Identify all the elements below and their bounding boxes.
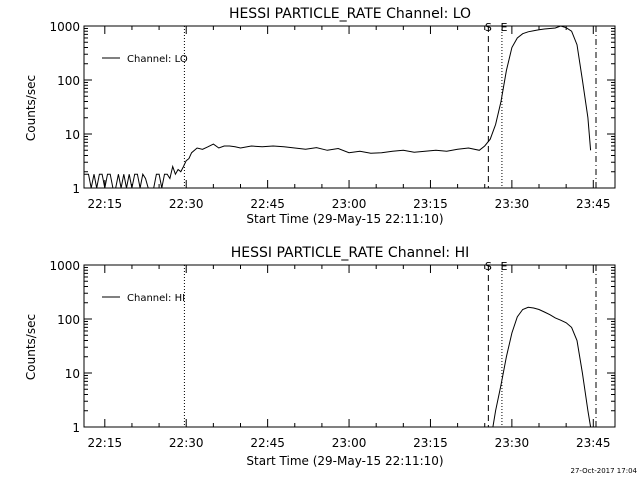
y-axis-label: Counts/sec <box>24 75 38 141</box>
x-tick-label: 22:45 <box>250 436 285 450</box>
lo-channel-panel: HESSI PARTICLE_RATE Channel: LO 1 10 100 10… <box>24 6 616 226</box>
chart-title: HESSI PARTICLE_RATE Channel: HI <box>231 245 469 261</box>
x-tick-label: 22:30 <box>169 197 204 211</box>
x-tick-label: 23:45 <box>576 197 611 211</box>
y-tick-label: 100 <box>57 313 80 327</box>
x-tick-label: 23:00 <box>332 197 367 211</box>
generation-timestamp: 27-Oct-2017 17:04 <box>571 467 638 475</box>
x-tick-label: 23:15 <box>413 197 448 211</box>
series-line <box>492 306 592 428</box>
plot-frame <box>83 25 616 189</box>
marker-label: S <box>485 260 492 273</box>
y-tick-label: 1 <box>72 421 80 435</box>
marker-label: E <box>500 260 507 273</box>
legend-label: Channel: LO <box>127 54 188 65</box>
marker-label: S <box>485 21 492 34</box>
plot-frame <box>83 264 616 428</box>
y-tick-label: 1 <box>72 182 80 196</box>
legend-label: Channel: HI <box>127 293 185 304</box>
x-tick-label: 23:15 <box>413 436 448 450</box>
x-axis-label: Start Time (29-May-15 22:11:10) <box>246 212 443 226</box>
x-tick-label: 23:30 <box>495 436 530 450</box>
x-tick-label: 22:45 <box>250 197 285 211</box>
hi-channel-panel: HESSI PARTICLE_RATE Channel: HI 1 10 100 10… <box>24 245 616 468</box>
y-tick-label: 1000 <box>49 20 80 34</box>
x-axis-label: Start Time (29-May-15 22:11:10) <box>246 454 443 468</box>
x-tick-label: 23:30 <box>495 197 530 211</box>
x-tick-label: 22:15 <box>88 436 123 450</box>
y-tick-label: 100 <box>57 74 80 88</box>
marker-label: E <box>500 21 507 34</box>
y-tick-label: 1000 <box>49 259 80 273</box>
x-tick-label: 23:00 <box>332 436 367 450</box>
y-tick-label: 10 <box>65 128 80 142</box>
series-line <box>84 25 592 189</box>
chart-title: HESSI PARTICLE_RATE Channel: LO <box>229 6 471 22</box>
x-tick-label: 22:15 <box>88 197 123 211</box>
y-tick-label: 10 <box>65 367 80 381</box>
x-tick-label: 22:30 <box>169 436 204 450</box>
y-axis-label: Counts/sec <box>24 314 38 380</box>
x-tick-label: 23:45 <box>576 436 611 450</box>
